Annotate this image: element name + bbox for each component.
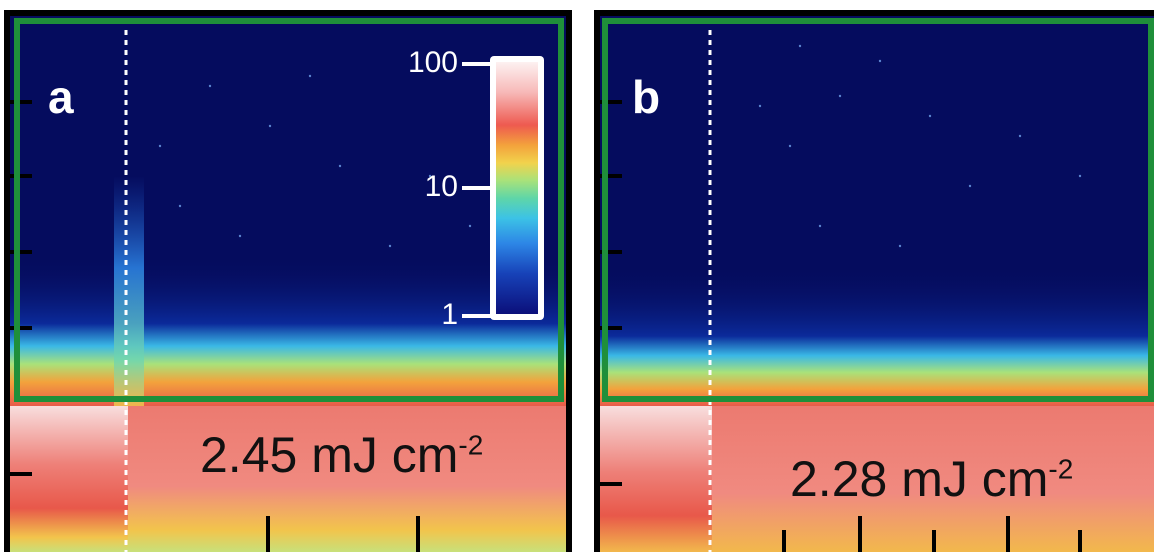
colorbar-label-1: 1 bbox=[441, 298, 458, 331]
panel-label: b bbox=[632, 71, 661, 123]
fluence-exponent: -2 bbox=[1048, 453, 1074, 485]
colorbar-label-100: 100 bbox=[407, 46, 458, 79]
panel-b-image bbox=[600, 16, 1154, 552]
colorbar bbox=[490, 56, 544, 320]
panel-a-image: 100 10 1 bbox=[10, 16, 566, 552]
colorbar-tick bbox=[462, 314, 492, 318]
fluence-label: 2.45 mJ cm-2 bbox=[200, 430, 483, 480]
colorbar-label-10: 10 bbox=[424, 170, 458, 203]
panel-b-heatmap bbox=[600, 16, 1154, 552]
panel-label: a bbox=[48, 71, 74, 123]
fluence-value: 2.28 mJ cm bbox=[790, 451, 1049, 507]
fluence-label: 2.28 mJ cm-2 bbox=[790, 454, 1073, 504]
panel-a-heatmap bbox=[10, 16, 566, 552]
colorbar-tick bbox=[462, 186, 492, 190]
colorbar-gradient bbox=[496, 62, 538, 314]
fluence-value: 2.45 mJ cm bbox=[200, 427, 459, 483]
colorbar-tick bbox=[462, 62, 492, 66]
panel-b: b 2.28 mJ cm-2 bbox=[594, 10, 1154, 552]
fluence-exponent: -2 bbox=[458, 429, 484, 461]
panel-a: 100 10 1 a 2.45 mJ cm-2 bbox=[4, 10, 572, 552]
